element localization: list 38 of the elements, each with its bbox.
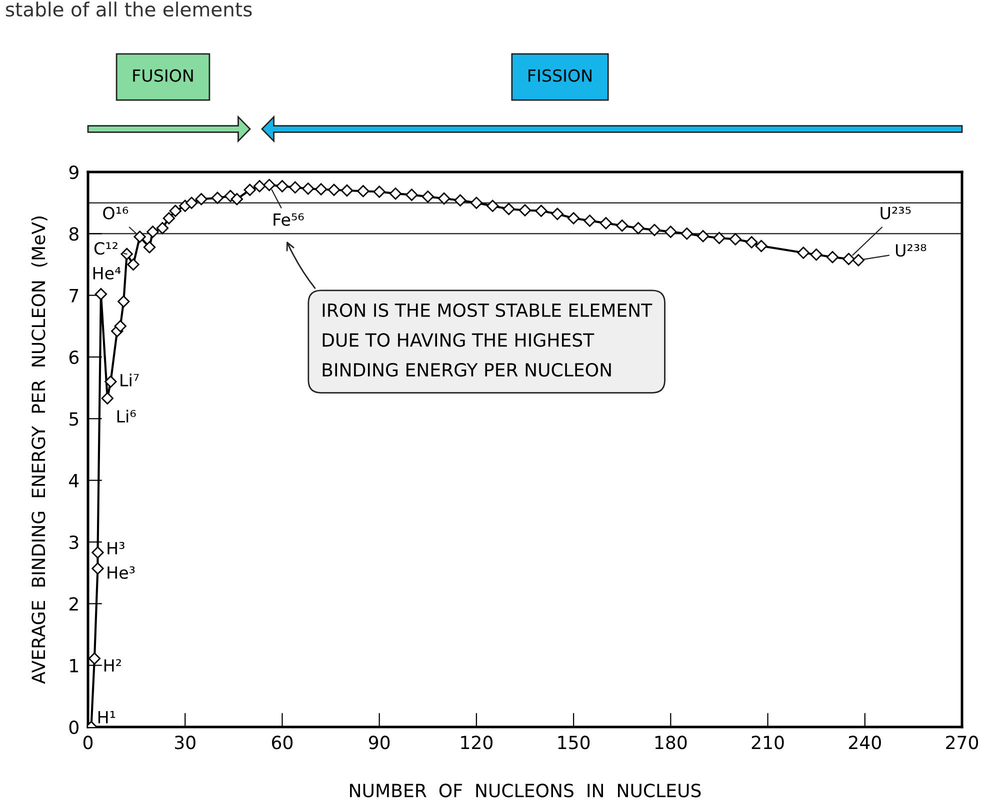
- y-tick-label: 5: [70, 412, 78, 426]
- annotation: H³: [108, 542, 124, 554]
- x-tick-label: 60: [272, 736, 293, 750]
- text: FUSION: [133, 69, 193, 82]
- annotation: O¹⁶: [103, 206, 128, 220]
- y-tick-label: 7: [70, 289, 78, 302]
- y-tick-label: 6: [69, 350, 79, 364]
- annotation: U²³⁸: [896, 244, 926, 257]
- x-tick-label: 30: [175, 736, 196, 750]
- y-tick-label: 2: [70, 597, 78, 611]
- annotation: H²: [104, 659, 121, 672]
- annotation: C¹²: [94, 242, 118, 255]
- x-tick-label: 90: [368, 736, 390, 750]
- y-tick-label: 4: [69, 474, 79, 488]
- x-tick-label: 0: [83, 736, 93, 750]
- text: stable of all the elements: [6, 2, 252, 17]
- y-tick-label: 8: [69, 227, 78, 241]
- annotation: Li⁶: [117, 410, 136, 422]
- x-tick-label: 120: [461, 736, 492, 750]
- x-tick-label: 240: [848, 736, 881, 750]
- y-tick-label: 1: [70, 659, 78, 672]
- annotation: U²³⁵: [880, 206, 911, 220]
- x-tick-label: 180: [655, 736, 687, 750]
- y-tick-label: 3: [70, 535, 78, 550]
- y-axis-title: AVERAGE BINDING ENERGY PER NUCLEON (MeV): [31, 216, 48, 684]
- annotation: He³: [108, 566, 135, 579]
- y-tick-label: 9: [69, 165, 78, 180]
- annotation: Li⁷: [120, 374, 139, 386]
- x-tick-label: 150: [558, 736, 590, 750]
- annotation: IRON IS THE MOST STABLE ELEMENT DUE TO HAVING THE HIGHEST BINDING ENERGY PER NUCLEON: [322, 303, 652, 377]
- x-axis-title: NUMBER OF NUCLEONS IN NUCLEUS: [350, 784, 701, 798]
- y-tick-label: 0: [69, 720, 78, 734]
- annotation: He⁴: [93, 267, 121, 280]
- x-tick-label: 270: [946, 736, 978, 750]
- annotation: H¹: [98, 711, 116, 724]
- text: FISSION: [528, 69, 592, 82]
- annotation: Fe⁵⁶: [274, 213, 304, 226]
- x-tick-label: 210: [752, 736, 784, 750]
